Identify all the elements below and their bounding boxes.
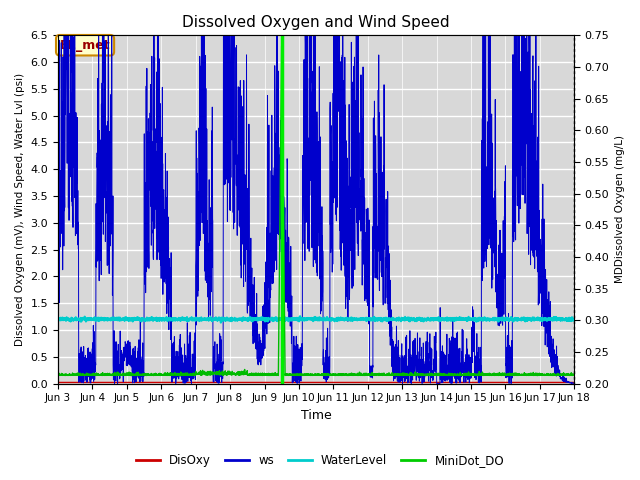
Legend: DisOxy, ws, WaterLevel, MiniDot_DO: DisOxy, ws, WaterLevel, MiniDot_DO [131,449,509,472]
Y-axis label: MDDissolved Oxygen (mg/L): MDDissolved Oxygen (mg/L) [615,135,625,283]
Title: Dissolved Oxygen and Wind Speed: Dissolved Oxygen and Wind Speed [182,15,450,30]
X-axis label: Time: Time [301,409,332,422]
Y-axis label: Dissolved Oxygen (mV), Wind Speed, Water Lvl (psi): Dissolved Oxygen (mV), Wind Speed, Water… [15,73,25,346]
Text: EE_met: EE_met [60,39,110,52]
